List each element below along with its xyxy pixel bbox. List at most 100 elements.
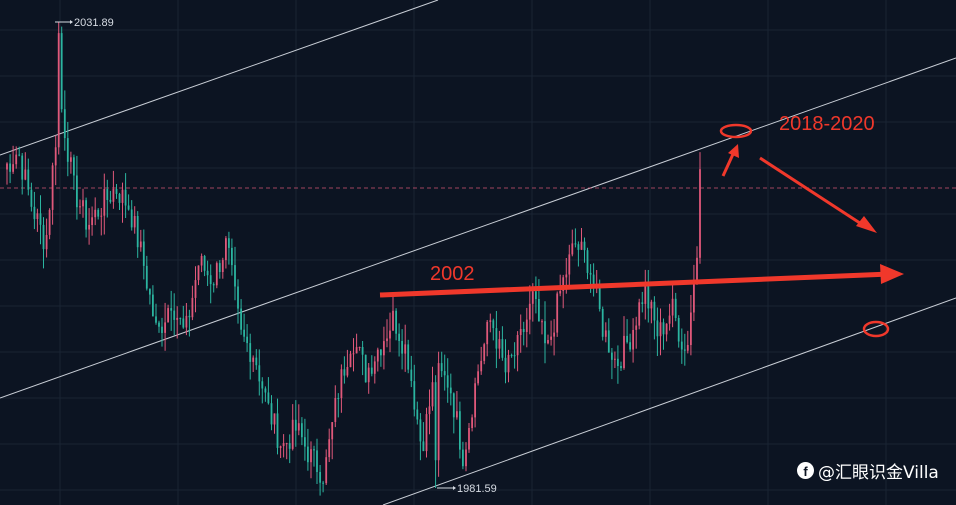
candle-body [12,164,14,172]
candle-body [538,299,540,322]
low-marker-arrow [453,486,456,490]
candle-body [291,419,294,449]
candle-body [386,338,388,342]
candle-body [565,274,568,278]
candle-body [355,347,358,354]
candle-body [604,330,607,337]
candle-body [443,371,446,376]
candle-body [568,254,571,275]
candle-body [218,263,221,272]
candle-body [544,321,546,344]
candle-body [419,419,422,442]
candle-body [632,330,634,350]
candle-body [422,441,425,452]
candle-body [550,336,552,340]
low-marker-label: 1981.59 [457,483,497,495]
candle-body [668,315,671,324]
annotation-arrow-2002 [379,271,891,298]
candle-body [367,367,370,383]
candle-body [264,388,267,393]
candle-body [425,414,428,452]
candle-body [683,349,686,351]
candle-body [136,216,139,248]
candle-body [583,241,586,251]
candle-body [346,367,349,376]
candle-body [334,398,337,422]
candle-body [142,241,145,266]
candle-body [121,189,124,203]
candle-body [501,339,504,358]
candle-body [617,358,619,366]
candle-body [237,286,239,309]
candle-body [21,155,24,180]
candle-body [85,200,87,230]
candle-body [522,329,525,332]
candle-body [383,341,385,356]
candle-body [495,328,498,349]
candle-body [240,308,242,330]
candle-body [118,193,121,203]
candle-body [158,322,160,327]
candle-body [191,297,194,318]
annotation-ellipse-bottom [862,320,890,338]
candle-body [145,265,148,289]
candle-body [525,319,528,332]
candle-body [498,339,501,349]
candle-body [91,217,93,225]
candle-body [480,360,483,372]
candle-body [589,272,592,275]
candle-body [54,147,57,166]
candle-body [519,329,522,335]
candle-body [301,423,303,438]
candle-body [276,413,279,448]
candle-body [267,392,270,404]
candle-body [139,241,142,248]
candle-body [9,163,11,172]
candle-body [638,302,641,326]
candle-body [513,355,516,357]
candle-body [586,250,589,273]
candle-body [100,215,103,217]
candle-body [644,286,647,304]
candle-body [553,332,555,337]
candle-body [70,157,72,162]
candle-body [170,308,173,311]
candle-body [152,294,154,317]
candles [6,22,701,496]
candle-body [647,286,650,309]
candle-body [507,354,510,373]
candle-body [155,316,157,323]
candle-body [456,411,458,418]
candle-body [492,320,495,329]
candle-body [304,437,306,447]
candle-body [185,315,188,328]
annotation-arrow-down-head [856,216,877,233]
candle-body [674,298,677,318]
candle-body [510,354,513,356]
candle-body [635,325,638,330]
candle-body [30,189,33,207]
red-annotations: 2002 2018-2020 [379,113,904,338]
candle-body [556,293,559,333]
candle-body [620,366,622,369]
candle-body [373,361,376,374]
candle-body [452,393,455,418]
high-marker: 2031.89 [55,17,114,29]
candle-body [179,317,182,319]
candle-body [686,345,689,351]
candle-body [173,310,176,320]
candle-body [225,238,227,261]
candle-body [404,344,407,354]
facebook-icon: f [797,461,814,479]
candle-body [319,472,321,483]
candle-body [310,449,312,463]
candle-body [358,347,361,348]
candle-body [48,209,51,235]
candle-body [51,165,54,210]
candle-body [389,330,391,339]
watermark-text: @汇眼识金Villa [818,462,939,483]
candle-body [471,417,473,428]
candle-body [531,291,534,304]
